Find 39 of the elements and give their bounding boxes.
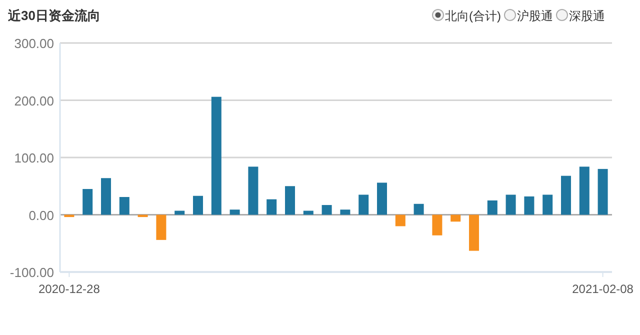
x-tick-label: 2020-12-28 [38,282,100,296]
bar [266,199,277,215]
chart-title: 近30日资金流向 [7,8,100,23]
bar [432,214,442,236]
bar [561,176,571,215]
y-tick-label: -100.00 [10,265,54,280]
bar [469,214,479,251]
text: 沪股通 [517,9,553,23]
bar [358,194,369,215]
bar [450,214,461,222]
bar [487,200,498,215]
bar [598,168,608,215]
bar [101,178,111,215]
bar [377,182,387,215]
bar [395,214,406,226]
bar [414,204,424,215]
bar [230,210,240,215]
bar [506,194,516,215]
bar [119,197,130,215]
bar [579,166,590,215]
y-tick-label: 200.00 [14,93,54,108]
y-tick-label: 0.00 [28,208,54,223]
bar [322,205,332,215]
bar [340,210,350,215]
bar [248,166,258,215]
text: 深股通 [569,9,605,23]
bar [542,194,553,215]
bar [193,196,203,215]
text: 北向(合计) [445,9,501,23]
bar [156,214,166,240]
bar [82,188,93,215]
y-tick-label: 100.00 [14,150,54,166]
bar [174,210,185,215]
bar [524,196,534,215]
bar [303,210,314,215]
bar [285,186,295,215]
x-tick-label: 2021-02-08 [572,282,634,296]
y-tick-label: 300.00 [14,36,54,51]
bar [211,96,222,215]
